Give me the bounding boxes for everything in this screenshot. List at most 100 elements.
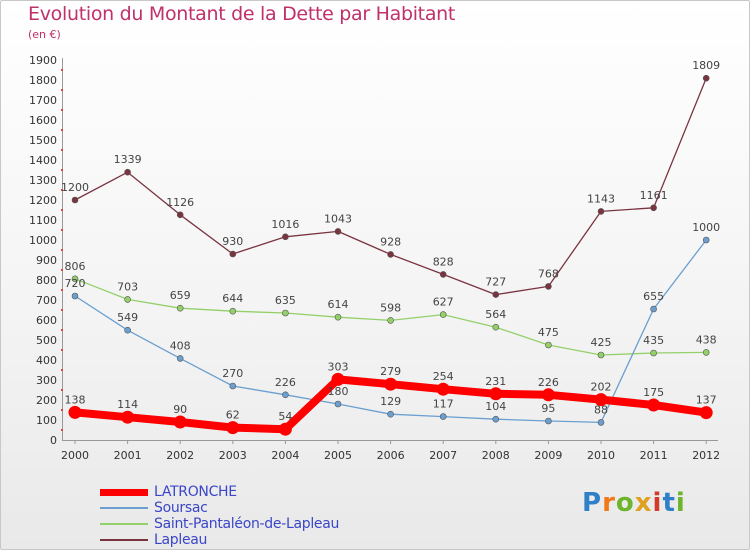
data-point [124, 168, 131, 176]
chart-title: Evolution du Montant de la Dette par Hab… [28, 3, 456, 25]
y-tick-label: 1000 [29, 234, 57, 247]
x-tick-label: 2000 [61, 449, 89, 462]
y-tick-label: 1900 [29, 54, 57, 67]
data-label: 549 [117, 311, 138, 324]
data-point [597, 419, 605, 426]
data-point [702, 349, 710, 356]
y-axis-marker [61, 269, 63, 271]
data-label: 1200 [61, 181, 89, 194]
legend-swatch [100, 539, 148, 541]
data-label: 1339 [114, 153, 142, 166]
data-point [545, 417, 552, 425]
data-label: 475 [538, 326, 559, 339]
y-axis-marker [61, 409, 63, 411]
data-label: 564 [485, 308, 506, 321]
data-point [331, 372, 345, 386]
series-line-lapleau [74, 77, 707, 296]
data-point [597, 208, 605, 215]
data-label: 598 [380, 301, 401, 314]
data-point [334, 228, 342, 235]
data-point [492, 323, 500, 331]
data-label: 279 [380, 365, 401, 378]
y-tick-label: 1400 [29, 154, 57, 167]
data-point [229, 307, 237, 315]
x-tick-label: 2006 [377, 449, 405, 462]
data-label: 768 [538, 267, 559, 280]
data-label: 226 [538, 376, 559, 389]
data-label: 137 [696, 394, 717, 407]
data-point [71, 292, 79, 300]
x-tick-label: 2012 [692, 449, 720, 462]
data-point [334, 400, 342, 408]
data-point [229, 382, 237, 390]
data-point [387, 317, 394, 324]
data-label: 1126 [166, 196, 194, 209]
data-label: 114 [117, 398, 138, 411]
data-point [492, 415, 500, 423]
data-label: 88 [594, 403, 608, 416]
y-tick-label: 1100 [29, 214, 57, 227]
data-point [124, 296, 131, 303]
data-label: 104 [485, 400, 506, 413]
data-label: 231 [485, 375, 506, 388]
legend-swatch [100, 489, 148, 496]
data-point [647, 398, 661, 412]
logo-letter: r [602, 488, 616, 518]
data-label: 806 [65, 260, 86, 273]
data-label: 425 [591, 336, 612, 349]
y-axis-marker [61, 69, 63, 71]
data-label: 303 [328, 360, 349, 373]
y-axis-marker [61, 429, 63, 431]
data-point [282, 233, 289, 241]
data-label: 1143 [587, 192, 615, 205]
y-axis-marker [61, 249, 63, 251]
data-point [489, 387, 503, 401]
data-point [650, 349, 657, 357]
legend-label: Lapleau [154, 532, 208, 548]
legend-label: Saint-Pantaléon-de-Lapleau [154, 516, 340, 532]
data-label: 627 [433, 296, 454, 309]
data-label: 202 [591, 381, 612, 394]
y-tick-label: 1500 [29, 134, 57, 147]
y-tick-label: 1600 [29, 114, 57, 127]
y-tick-label: 800 [36, 274, 57, 287]
data-point [173, 415, 187, 429]
data-label: 1809 [692, 59, 720, 72]
data-point [387, 410, 394, 418]
y-tick-label: 400 [36, 354, 57, 367]
data-point [226, 421, 240, 435]
data-label: 270 [222, 367, 243, 380]
data-point [334, 313, 342, 321]
y-tick-label: 500 [36, 334, 57, 347]
data-label: 54 [278, 410, 292, 423]
data-label: 644 [222, 292, 243, 305]
y-tick-label: 300 [36, 374, 57, 387]
data-label: 117 [433, 398, 454, 411]
data-point [278, 422, 292, 436]
data-point [282, 309, 289, 317]
logo-letter: x [634, 488, 653, 518]
data-label: 438 [696, 333, 717, 346]
y-tick-label: 1800 [29, 74, 57, 87]
data-point [541, 388, 555, 402]
logo-letter: P [582, 488, 603, 518]
y-axis-marker [61, 369, 63, 371]
data-point [176, 355, 184, 362]
y-tick-label: 1700 [29, 94, 57, 107]
data-label: 1161 [640, 189, 668, 202]
x-tick-label: 2011 [640, 449, 668, 462]
y-axis-marker [61, 209, 63, 211]
data-point [124, 326, 131, 334]
y-axis-marker [61, 109, 63, 111]
proxiti-logo: Proxiti [582, 488, 686, 518]
data-label: 928 [380, 235, 401, 248]
x-tick-label: 2004 [271, 449, 299, 462]
y-tick-label: 1200 [29, 194, 57, 207]
data-point [176, 211, 184, 219]
data-label: 727 [485, 276, 506, 289]
y-tick-label: 200 [36, 394, 57, 407]
data-label: 175 [643, 386, 664, 399]
data-point [439, 271, 447, 278]
data-point [597, 351, 605, 359]
